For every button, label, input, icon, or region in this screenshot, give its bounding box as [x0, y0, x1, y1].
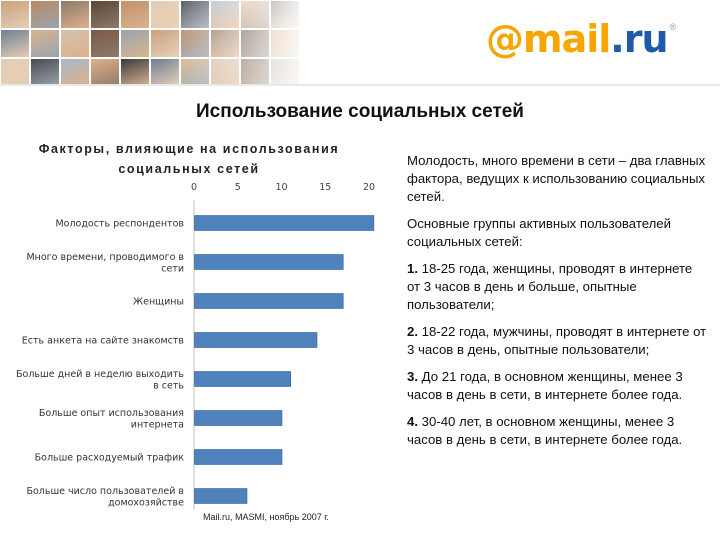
x-tick-label: 0 — [191, 182, 197, 193]
bar — [194, 293, 344, 309]
category-label: Молодость респондентов — [55, 219, 184, 230]
group-number: 4. — [407, 414, 418, 429]
category-label: домохозяйстве — [108, 497, 184, 508]
group-number: 1. — [407, 261, 418, 276]
category-label: интернета — [131, 419, 184, 430]
slide-title: Использование социальных сетей — [196, 101, 524, 122]
bar-chart: 0 5 10 15 20 Молодость респондентов Много врем… — [16, 182, 375, 510]
bar — [194, 332, 318, 348]
x-tick-label: 5 — [235, 182, 241, 193]
group-text: 30-40 лет, в основном женщины, менее 3 ч… — [407, 414, 683, 447]
category-label: сети — [161, 263, 184, 274]
category-label: Больше дней в неделю выходить — [16, 369, 184, 380]
header-banner: @mail.ru ® — [0, 0, 720, 86]
x-tick-label: 15 — [319, 182, 331, 193]
logo-text-domain: .ru — [610, 17, 668, 61]
group-item-2: 2. 18-22 года, мужчины, проводят в интер… — [407, 323, 707, 359]
chart-title-line-1: Факторы, влияющие на использования — [38, 142, 340, 156]
group-item-3: 3. До 21 года, в основном женщины, менее… — [407, 368, 707, 404]
category-label: в сеть — [153, 380, 184, 391]
x-tick-label: 20 — [363, 182, 375, 193]
bar — [194, 215, 375, 231]
finding-summary: Молодость, много времени в сети – два гл… — [407, 153, 706, 204]
category-label: Много времени, проводимого в — [26, 252, 184, 263]
bar — [194, 371, 292, 387]
bar — [194, 410, 283, 426]
bar — [194, 449, 283, 465]
category-label: Женщины — [133, 297, 184, 308]
logo-text-main: @mail — [486, 17, 611, 61]
group-number: 2. — [407, 324, 418, 339]
category-label: Есть анкета на сайте знакомств — [22, 336, 185, 347]
chart-title: Факторы, влияющие на использования социа… — [24, 139, 354, 179]
group-text: 18-25 года, женщины, проводят в интернет… — [407, 261, 693, 312]
x-tick-label: 10 — [275, 182, 287, 193]
groups-intro: Основные группы активных пользователей с… — [407, 216, 671, 249]
chart-title-line-2: социальных сетей — [118, 162, 260, 176]
group-item-4: 4. 30-40 лет, в основном женщины, менее … — [407, 413, 707, 449]
group-number: 3. — [407, 369, 418, 384]
group-item-1: 1. 18-25 года, женщины, проводят в интер… — [407, 260, 707, 314]
bar — [194, 254, 344, 270]
category-label: Больше опыт использования — [39, 408, 184, 419]
logo-registered-mark: ® — [669, 22, 677, 32]
photo-fade — [0, 0, 300, 86]
mailru-logo: @mail.ru ® — [486, 16, 676, 62]
source-note: Mail.ru, MASMI, ноябрь 2007 г. — [203, 512, 329, 522]
header-divider — [0, 84, 720, 86]
category-label: Больше расходуемый трафик — [35, 453, 185, 464]
group-text: До 21 года, в основном женщины, менее 3 … — [407, 369, 683, 402]
category-label: Больше число пользователей в — [26, 486, 184, 497]
findings-text: Молодость, много времени в сети – два гл… — [407, 152, 707, 449]
logo-text: @mail.ru — [486, 17, 669, 61]
bar — [194, 488, 248, 504]
group-text: 18-22 года, мужчины, проводят в интернет… — [407, 324, 707, 357]
people-photo-collage — [0, 0, 300, 86]
